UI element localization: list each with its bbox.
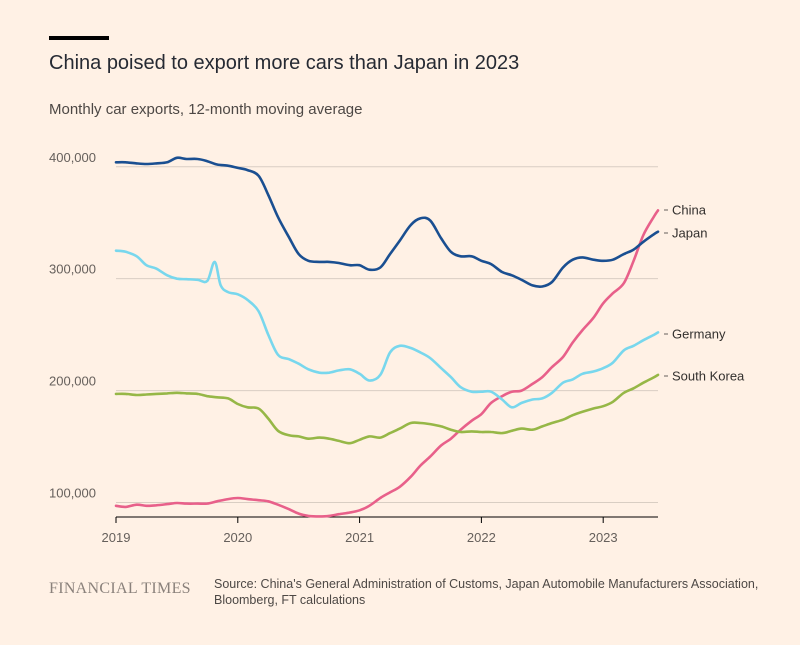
title-rule bbox=[49, 36, 109, 40]
x-tick-label: 2020 bbox=[223, 530, 252, 545]
y-tick-label: 200,000 bbox=[49, 374, 96, 389]
y-tick-label: 100,000 bbox=[49, 485, 96, 500]
chart-subtitle: Monthly car exports, 12-month moving ave… bbox=[49, 101, 363, 118]
series-label-china: China bbox=[672, 203, 707, 218]
x-tick-label: 2021 bbox=[345, 530, 374, 545]
series-label-south-korea: South Korea bbox=[672, 369, 745, 384]
series-line-germany bbox=[114, 249, 660, 409]
series-line-south-korea bbox=[114, 373, 660, 445]
y-tick-label: 400,000 bbox=[49, 150, 96, 165]
series-line-japan bbox=[114, 156, 660, 289]
x-tick-label: 2019 bbox=[102, 530, 131, 545]
x-tick-label: 2022 bbox=[467, 530, 496, 545]
series-label-germany: Germany bbox=[672, 327, 726, 342]
ft-logo: FINANCIAL TIMES bbox=[49, 580, 191, 597]
y-tick-label: 300,000 bbox=[49, 262, 96, 277]
source-note: Source: China's General Administration o… bbox=[214, 577, 759, 607]
series-label-japan: Japan bbox=[672, 226, 707, 241]
chart-title: China poised to export more cars than Ja… bbox=[49, 52, 520, 74]
x-tick-label: 2023 bbox=[589, 530, 618, 545]
series-line-china bbox=[114, 209, 660, 518]
line-chart: 100,000 200,000 300,000 400,000 2019 2020 2021… bbox=[49, 150, 745, 545]
